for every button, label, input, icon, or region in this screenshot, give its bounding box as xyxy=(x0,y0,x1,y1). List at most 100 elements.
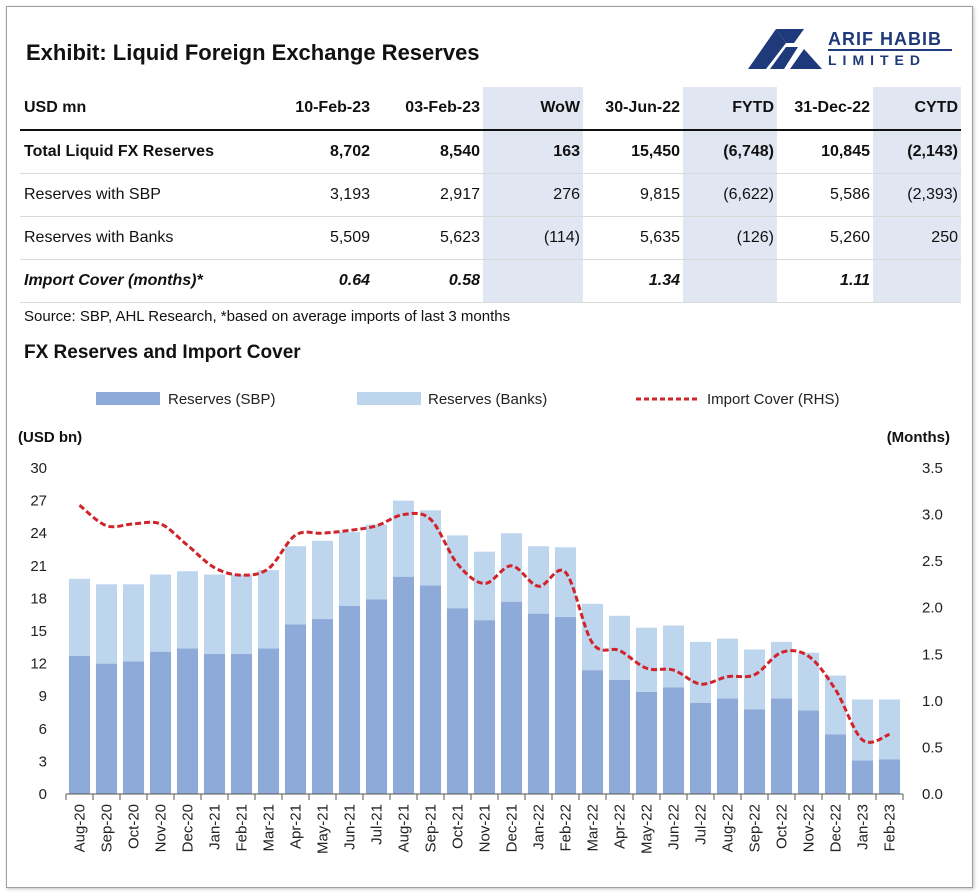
x-tick-label: Sep-22 xyxy=(747,804,764,852)
y-tick-label: 9 xyxy=(39,688,47,705)
x-tick-label: Jun-22 xyxy=(666,804,683,850)
y2-tick-label: 2.0 xyxy=(922,600,943,617)
bar-sbp xyxy=(446,608,469,794)
table-cell xyxy=(873,259,961,303)
table-row: Reserves with SBP 3,193 2,917 276 9,815 … xyxy=(20,173,961,217)
bar-sbp xyxy=(608,679,631,794)
y-tick-label: 24 xyxy=(30,525,47,542)
bar-banks xyxy=(824,675,847,735)
bar-banks xyxy=(770,641,793,699)
bar-sbp xyxy=(473,620,496,794)
bar-sbp xyxy=(500,601,523,794)
bar-sbp xyxy=(284,624,307,794)
bar-sbp xyxy=(581,670,604,794)
bar-banks xyxy=(149,574,172,652)
table-cell: (114) xyxy=(483,216,583,260)
logo-mark-icon xyxy=(748,29,822,69)
table-cell: 276 xyxy=(483,173,583,217)
table-cell: 0.58 xyxy=(373,259,483,303)
table-cell: (2,143) xyxy=(873,130,961,174)
y2-tick-label: 0.5 xyxy=(922,739,943,756)
bar-sbp xyxy=(743,709,766,794)
bar-banks xyxy=(473,551,496,621)
column-header: 03-Feb-23 xyxy=(373,87,483,131)
x-tick-label: Dec-20 xyxy=(180,804,197,852)
x-tick-label: Apr-22 xyxy=(612,804,629,849)
x-tick-label: Aug-21 xyxy=(396,804,413,852)
table-cell: 3,193 xyxy=(263,173,373,217)
table-cell: (6,622) xyxy=(683,173,777,217)
column-header: USD mn xyxy=(20,87,263,131)
column-header: FYTD xyxy=(683,87,777,131)
x-tick-label: Aug-20 xyxy=(72,804,89,852)
x-tick-label: Mar-21 xyxy=(261,804,278,852)
bar-banks xyxy=(797,652,820,711)
x-tick-label: Dec-22 xyxy=(828,804,845,852)
table-cell: (2,393) xyxy=(873,173,961,217)
table-cell: 15,450 xyxy=(583,130,683,174)
row-label: Reserves with Banks xyxy=(20,216,263,260)
bar-banks xyxy=(743,649,766,710)
table-cell: 250 xyxy=(873,216,961,260)
x-tick-label: Nov-22 xyxy=(801,804,818,852)
bar-sbp xyxy=(68,655,91,794)
table-cell: 5,586 xyxy=(777,173,873,217)
bar-banks xyxy=(365,524,388,600)
fx-reserves-chart: Reserves (SBP) Reserves (Banks) Import C… xyxy=(18,391,950,854)
x-tick-label: Jan-21 xyxy=(207,804,224,850)
bar-banks xyxy=(689,641,712,703)
y-tick-label: 0 xyxy=(39,786,47,803)
legend-swatch-banks xyxy=(357,392,421,405)
y-tick-label: 30 xyxy=(30,460,47,477)
logo-subtitle: LIMITED xyxy=(828,52,926,68)
y2-tick-label: 1.5 xyxy=(922,646,943,663)
bar-sbp xyxy=(554,616,577,794)
x-tick-label: May-22 xyxy=(639,804,656,854)
table-cell: 5,623 xyxy=(373,216,483,260)
bar-sbp xyxy=(419,585,442,794)
x-tick-label: Oct-20 xyxy=(126,804,143,849)
bar-banks xyxy=(257,570,280,649)
plot-area: 0 3 6 9 12 15 18 21 24 27 30 0.0 0.5 1.0 1.5 2.0 2.5 3.0 3… xyxy=(30,460,943,854)
y2-tick-label: 0.0 xyxy=(922,786,943,803)
legend: Reserves (SBP) Reserves (Banks) Import C… xyxy=(96,391,840,408)
x-tick-label: Jan-23 xyxy=(855,804,872,850)
x-tick-label: Jan-22 xyxy=(531,804,548,850)
table-cell: 8,702 xyxy=(263,130,373,174)
bar-banks xyxy=(878,699,901,760)
logo-rule xyxy=(828,49,952,51)
bar-sbp xyxy=(203,653,226,794)
table-row: Total Liquid FX Reserves 8,702 8,540 163… xyxy=(20,130,961,174)
bar-sbp xyxy=(797,710,820,794)
table-cell: (6,748) xyxy=(683,130,777,174)
table-cell: 10,845 xyxy=(777,130,873,174)
bar-banks xyxy=(311,540,334,620)
table-row: Reserves with Banks 5,509 5,623 (114) 5,… xyxy=(20,216,961,260)
bar-banks xyxy=(554,547,577,617)
bar-sbp xyxy=(851,760,874,794)
table-cell: 5,635 xyxy=(583,216,683,260)
bar-banks xyxy=(716,638,739,699)
bar-sbp xyxy=(716,698,739,794)
company-logo: ARIF HABIB LIMITED xyxy=(746,25,958,75)
column-header: 31-Dec-22 xyxy=(777,87,873,131)
bar-banks xyxy=(608,615,631,680)
logo-name: ARIF HABIB xyxy=(828,29,942,49)
table-cell xyxy=(683,259,777,303)
bar-sbp xyxy=(122,661,145,794)
x-tick-label: Apr-21 xyxy=(288,804,305,849)
source-note: Source: SBP, AHL Research, *based on ave… xyxy=(24,308,511,325)
x-tick-label: Jul-22 xyxy=(693,804,710,845)
legend-label-banks: Reserves (Banks) xyxy=(428,391,547,408)
bar-sbp xyxy=(95,663,118,794)
bar-sbp xyxy=(365,599,388,794)
y2-axis-label: (Months) xyxy=(887,429,950,446)
y-tick-label: 15 xyxy=(30,623,47,640)
column-header: CYTD xyxy=(873,87,961,131)
table-cell: 2,917 xyxy=(373,173,483,217)
bar-sbp xyxy=(878,759,901,794)
x-tick-label: Feb-23 xyxy=(882,804,899,852)
y2-tick-label: 1.0 xyxy=(922,693,943,710)
y-tick-label: 27 xyxy=(30,493,47,510)
bar-banks xyxy=(851,699,874,761)
